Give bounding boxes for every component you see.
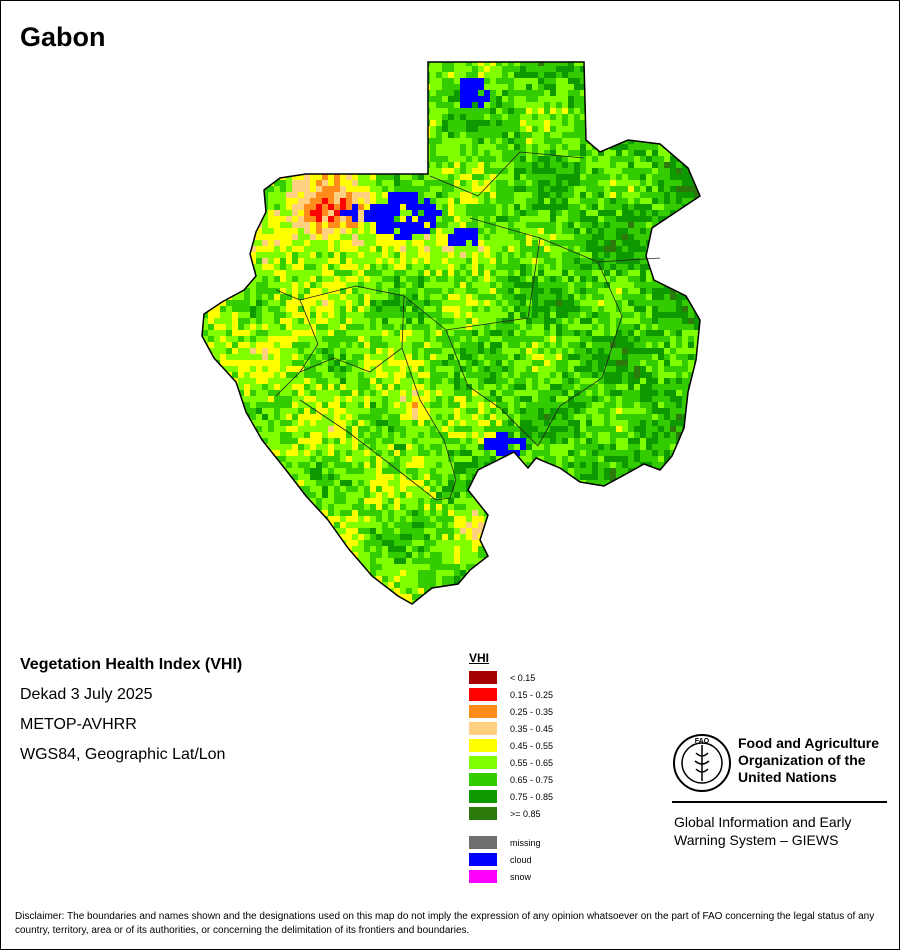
legend-label: 0.75 - 0.85	[510, 791, 554, 802]
fao-name-line2: Organization of the	[738, 752, 866, 768]
legend-swatch	[469, 807, 497, 820]
legend-label: 0.25 - 0.35	[510, 706, 554, 717]
legend-item: 0.25 - 0.35	[469, 703, 553, 720]
legend-swatch	[469, 790, 497, 803]
province-borders	[275, 151, 661, 501]
legend-item: 0.15 - 0.25	[469, 686, 553, 703]
legend-label: >= 0.85	[510, 808, 541, 819]
legend-swatch	[469, 773, 497, 786]
fao-name-line1: Food and Agriculture	[738, 735, 880, 751]
map-info: Vegetation Health Index (VHI) Dekad 3 Ju…	[20, 656, 242, 776]
giews-line1: Global Information and Early	[674, 814, 852, 830]
legend-item: 0.65 - 0.75	[469, 771, 553, 788]
legend-swatch	[469, 836, 497, 849]
vhi-legend: VHI < 0.15 0.15 - 0.25 0.25 - 0.35 0.35 - 0…	[469, 651, 553, 885]
map-title: Gabon	[20, 22, 106, 52]
legend-item: cloud	[469, 851, 553, 868]
legend-item: missing	[469, 834, 553, 851]
legend-label: 0.35 - 0.45	[510, 723, 554, 734]
projection-label: WGS84, Geographic Lat/Lon	[20, 746, 226, 763]
legend-label: snow	[510, 871, 532, 882]
legend-item: 0.35 - 0.45	[469, 720, 553, 737]
legend-title: VHI	[469, 651, 490, 665]
period-label: Dekad 3 July 2025	[20, 686, 153, 703]
legend-swatch	[469, 870, 497, 883]
legend-swatch	[469, 853, 497, 866]
legend-swatch	[469, 722, 497, 735]
giews-label: Global Information and Early Warning Sys…	[674, 813, 894, 849]
legend-swatch	[469, 756, 497, 769]
legend-item: 0.75 - 0.85	[469, 788, 553, 805]
legend-item: >= 0.85	[469, 805, 553, 822]
legend-label: cloud	[510, 854, 532, 865]
legend-item: snow	[469, 868, 553, 885]
legend-label: 0.45 - 0.55	[510, 740, 554, 751]
legend-swatch	[469, 688, 497, 701]
legend-item: 0.55 - 0.65	[469, 754, 553, 771]
sensor-label: METOP-AVHRR	[20, 716, 137, 733]
product-name: Vegetation Health Index (VHI)	[20, 656, 243, 673]
legend-label: < 0.15	[510, 672, 536, 683]
giews-line2: Warning System – GIEWS	[674, 832, 839, 848]
fao-divider	[672, 801, 887, 803]
vhi-map	[201, 61, 701, 605]
fao-logo-text: FAO	[695, 738, 710, 745]
fao-name-line3: United Nations	[738, 769, 837, 785]
legend-swatch	[469, 739, 497, 752]
legend-item: < 0.15	[469, 669, 553, 686]
fao-name: Food and Agriculture Organization of the…	[738, 735, 898, 786]
legend-label: 0.55 - 0.65	[510, 757, 554, 768]
legend-label: 0.65 - 0.75	[510, 774, 554, 785]
legend-swatch	[469, 671, 497, 684]
fao-logo-icon: FAO	[673, 734, 731, 792]
legend-label: 0.15 - 0.25	[510, 689, 554, 700]
legend-item: 0.45 - 0.55	[469, 737, 553, 754]
legend-swatch	[469, 705, 497, 718]
disclaimer: Disclaimer: The boundaries and names sho…	[15, 911, 875, 936]
legend-label: missing	[510, 837, 541, 848]
